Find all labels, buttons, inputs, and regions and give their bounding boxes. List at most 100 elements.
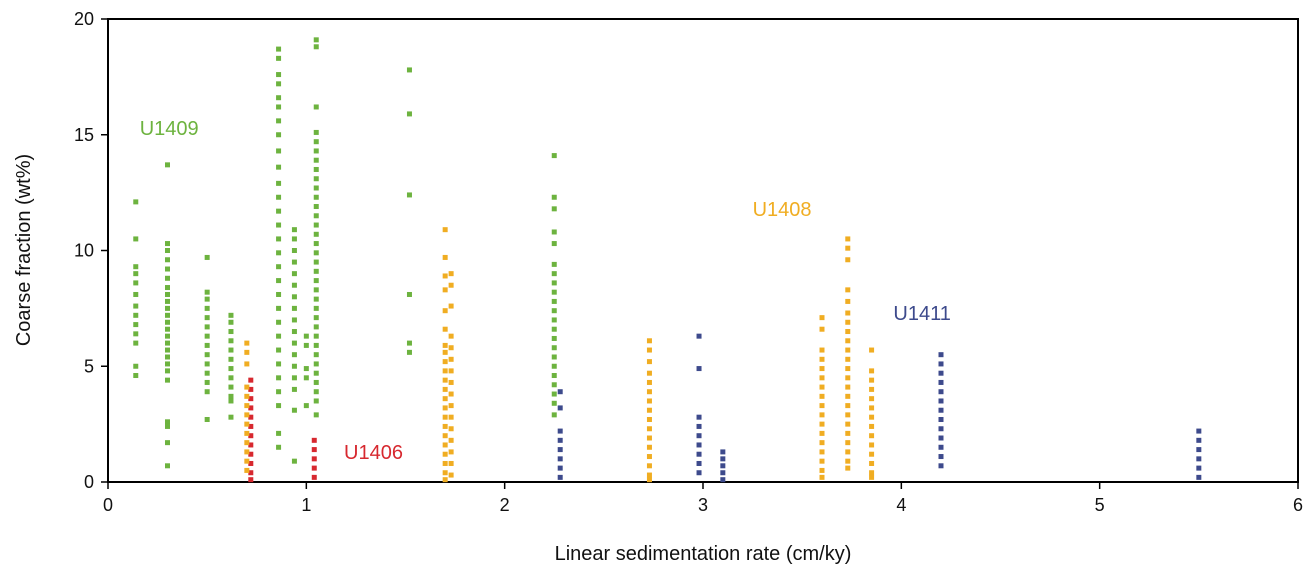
data-point xyxy=(228,338,234,344)
data-point xyxy=(646,426,652,432)
data-point xyxy=(248,396,254,402)
data-point xyxy=(165,368,170,374)
data-point xyxy=(248,477,254,483)
data-point xyxy=(845,245,851,251)
data-point xyxy=(696,333,702,339)
data-point xyxy=(276,291,282,297)
data-point xyxy=(313,241,319,247)
data-point xyxy=(165,248,170,253)
data-point xyxy=(869,474,875,480)
data-point xyxy=(442,359,448,365)
series-label-U1409: U1409 xyxy=(140,118,199,140)
data-point xyxy=(938,435,944,441)
data-point xyxy=(646,444,652,450)
data-point xyxy=(276,444,282,450)
data-point xyxy=(551,326,557,332)
y-tick-label: 0 xyxy=(84,472,94,492)
data-point xyxy=(448,379,454,385)
data-point xyxy=(165,377,170,383)
data-point xyxy=(845,421,851,427)
data-point xyxy=(551,382,557,388)
data-point xyxy=(845,338,851,344)
data-point xyxy=(133,271,139,277)
data-point xyxy=(819,384,825,390)
data-point xyxy=(551,280,557,286)
data-point xyxy=(311,447,317,453)
data-point xyxy=(696,423,702,429)
data-point xyxy=(313,213,319,219)
data-point xyxy=(313,398,319,404)
data-point xyxy=(442,442,448,448)
data-point xyxy=(276,104,282,110)
data-point xyxy=(845,458,851,464)
data-point xyxy=(248,451,254,457)
data-point xyxy=(276,278,282,284)
data-point xyxy=(696,414,702,420)
data-point xyxy=(291,305,297,311)
data-point xyxy=(204,289,210,295)
data-point xyxy=(646,338,652,344)
data-point xyxy=(313,412,319,418)
data-point xyxy=(313,222,319,228)
data-point xyxy=(244,430,250,436)
data-point xyxy=(551,271,557,277)
data-point xyxy=(228,414,234,420)
data-point xyxy=(244,421,250,427)
data-point xyxy=(938,463,944,469)
data-point xyxy=(938,426,944,432)
data-point xyxy=(165,285,170,291)
data-point xyxy=(869,442,875,448)
series-label-U1408: U1408 xyxy=(753,199,812,221)
data-point xyxy=(165,305,170,311)
data-point xyxy=(204,352,210,358)
data-point xyxy=(133,340,139,346)
data-point xyxy=(819,375,825,381)
data-point xyxy=(938,379,944,385)
data-point xyxy=(133,236,139,242)
data-point xyxy=(551,153,557,159)
data-point xyxy=(313,268,319,274)
data-point xyxy=(646,416,652,422)
data-point xyxy=(291,352,297,358)
data-point xyxy=(551,317,557,323)
data-point xyxy=(228,384,234,390)
data-point xyxy=(448,449,454,455)
data-point xyxy=(448,333,454,339)
data-point xyxy=(551,412,557,418)
data-point xyxy=(557,465,563,471)
data-point xyxy=(442,342,448,348)
data-point xyxy=(819,366,825,372)
data-point xyxy=(696,442,702,448)
data-point xyxy=(819,393,825,399)
y-tick-label: 5 xyxy=(84,356,94,376)
data-point xyxy=(313,352,319,358)
data-point xyxy=(165,319,170,325)
data-point xyxy=(133,199,139,205)
data-point xyxy=(448,356,454,362)
data-point xyxy=(276,148,282,154)
data-point xyxy=(845,375,851,381)
data-point xyxy=(248,433,254,439)
data-point xyxy=(557,456,563,462)
data-point xyxy=(406,192,412,198)
data-point xyxy=(448,414,454,420)
data-point xyxy=(448,426,454,432)
data-point xyxy=(938,444,944,450)
data-point xyxy=(646,407,652,413)
data-point xyxy=(696,451,702,457)
data-point xyxy=(248,470,254,476)
data-point xyxy=(313,148,319,154)
data-point xyxy=(819,356,825,362)
data-point xyxy=(204,370,210,376)
data-point xyxy=(204,305,210,311)
data-point xyxy=(442,470,448,476)
data-point xyxy=(646,359,652,365)
data-point xyxy=(228,329,234,335)
data-point xyxy=(276,389,282,395)
data-point xyxy=(442,433,448,439)
data-point xyxy=(551,354,557,360)
data-point xyxy=(442,451,448,457)
data-point xyxy=(442,254,448,260)
data-point xyxy=(228,398,234,404)
data-point xyxy=(204,315,210,321)
